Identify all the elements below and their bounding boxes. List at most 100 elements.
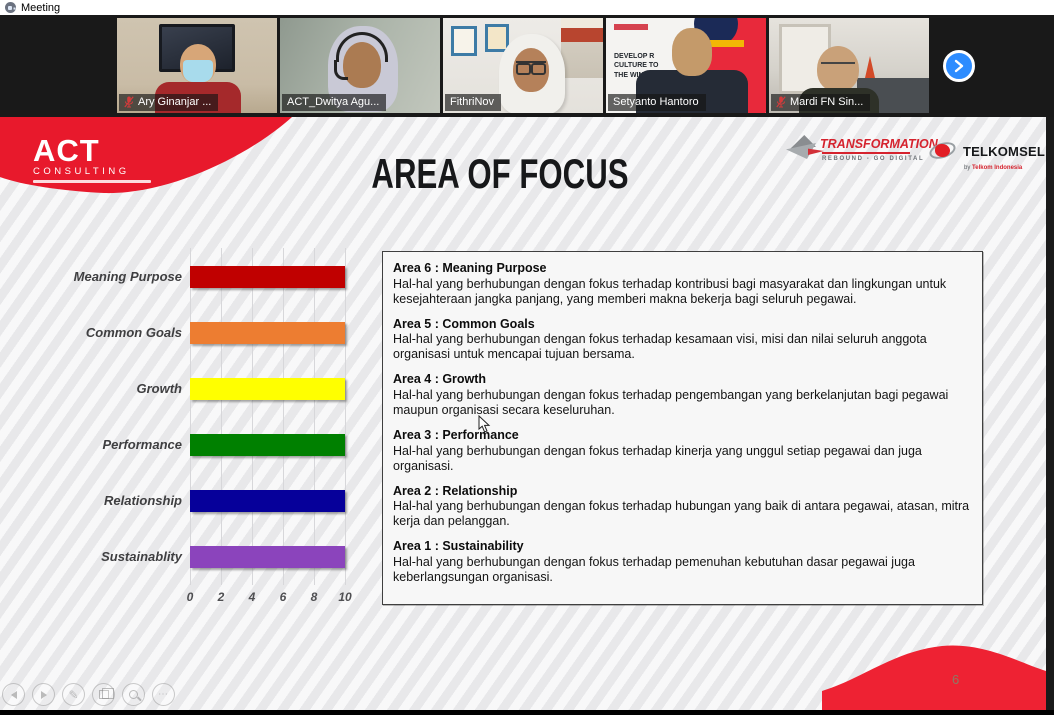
- area-description-block: Area 1 : Sustainability Hal-hal yang berh…: [393, 539, 970, 585]
- slideshow-controls: ✎ ⋯: [2, 683, 175, 706]
- x-tick-label: 6: [279, 590, 287, 604]
- area-body-text: Hal-hal yang berhubungan dengan fokus te…: [393, 276, 947, 306]
- area-body-text: Hal-hal yang berhubungan dengan fokus te…: [393, 499, 970, 529]
- participant-nameplate: Mardi FN Sin...: [771, 94, 871, 111]
- participant-name: ACT_Dwitya Agu...: [287, 96, 380, 108]
- area-descriptions-panel: Area 6 : Meaning Purpose Hal-hal yang ber…: [382, 251, 983, 605]
- slide-title: AREA OF FOCUS: [371, 151, 629, 198]
- transformation-logo: TRANSFORMATION REBOUND - GO DIGITAL: [786, 135, 938, 162]
- area-description-block: Area 2 : Relationship Hal-hal yang berhub…: [393, 484, 970, 530]
- area-body-text: Hal-hal yang berhubungan dengan fokus te…: [393, 387, 949, 417]
- bar-sustainablity: [190, 546, 345, 568]
- bar-relationship: [190, 490, 345, 512]
- muted-mic-icon: [124, 96, 134, 108]
- participant-video-tile[interactable]: FithriNov: [443, 18, 603, 113]
- zoom-slide-button[interactable]: [122, 683, 145, 706]
- gridline: [345, 248, 346, 585]
- red-wave-decoration: [822, 645, 1046, 710]
- meeting-app-icon: [5, 2, 16, 13]
- x-tick-label: 2: [217, 590, 225, 604]
- participant-nameplate: Ary Ginanjar ...: [119, 94, 219, 111]
- participant-name: Ary Ginanjar ...: [138, 96, 212, 108]
- participant-name: Mardi FN Sin...: [790, 96, 864, 108]
- participant-video-tile[interactable]: Mardi FN Sin...: [769, 18, 929, 113]
- act-logo-rule: [33, 180, 151, 184]
- participant-nameplate: ACT_Dwitya Agu...: [282, 94, 387, 111]
- x-tick-label: 8: [310, 590, 318, 604]
- area-body-text: Hal-hal yang berhubungan dengan fokus te…: [393, 554, 915, 584]
- gridline: [221, 248, 222, 585]
- next-slide-button[interactable]: [32, 683, 55, 706]
- video-strip: Mardi FN Sin... DEVELOP R CULTURE TO THE W…: [0, 15, 1054, 117]
- participant-nameplate: Setyanto Hantoro: [608, 94, 706, 111]
- chevron-right-icon: [954, 59, 964, 73]
- next-icon: [40, 690, 47, 699]
- area-body-text: Hal-hal yang berhubungan dengan fokus te…: [393, 332, 927, 362]
- gridline: [252, 248, 253, 585]
- participant-name: FithriNov: [450, 96, 495, 108]
- x-tick-label: 0: [186, 590, 194, 604]
- x-tick-label: 10: [338, 590, 352, 604]
- x-tick-label: 4: [248, 590, 256, 604]
- area-of-focus-bar-chart: 0 2 4 6 8 10 Meaning Purpose Common Goals Growth…: [0, 245, 375, 610]
- ellipsis-icon: ⋯: [158, 688, 169, 700]
- participant-nameplate: FithriNov: [445, 94, 502, 111]
- previous-icon: [10, 690, 17, 699]
- window-titlebar: Meeting: [0, 0, 1054, 15]
- gridline: [314, 248, 315, 585]
- telkomsel-logo-title: TELKOMSEL: [963, 143, 1045, 159]
- category-label: Common Goals: [85, 325, 182, 340]
- area-description-block: Area 3 : Performance Hal-hal yang berhubu…: [393, 428, 970, 474]
- mouse-cursor: [478, 415, 491, 433]
- pen-icon: ✎: [68, 687, 79, 702]
- participant-video-tile[interactable]: DEVELOP R CULTURE TO THE WINN Setyanto Han…: [606, 18, 766, 113]
- area-heading: Area 6 : Meaning Purpose: [393, 261, 547, 275]
- telkomsel-swoosh-icon: [927, 139, 958, 163]
- more-options-button[interactable]: ⋯: [152, 683, 175, 706]
- telkomsel-logo-subtitle: by Telkom Indonesia: [964, 165, 1023, 171]
- category-label: Meaning Purpose: [73, 269, 182, 284]
- bird-icon: [786, 135, 824, 169]
- participant-video-tile[interactable]: ACT_Dwitya Agu...: [280, 18, 440, 113]
- muted-mic-icon: [776, 96, 786, 108]
- category-label: Sustainablity: [101, 549, 182, 564]
- act-logo-text: ACT: [33, 133, 100, 168]
- gridline: [283, 248, 284, 585]
- area-body-text: Hal-hal yang berhubungan dengan fokus te…: [393, 443, 922, 473]
- bar-performance: [190, 434, 345, 456]
- next-videos-button[interactable]: [943, 50, 975, 82]
- telkomsel-logo: TELKOMSEL by Telkom Indonesia: [927, 139, 1045, 171]
- slide-page-number: 6: [952, 672, 960, 687]
- pen-tools-button[interactable]: ✎: [62, 683, 85, 706]
- gridline: [190, 248, 191, 585]
- area-description-block: Area 6 : Meaning Purpose Hal-hal yang ber…: [393, 261, 970, 307]
- transformation-logo-title: TRANSFORMATION: [820, 137, 938, 151]
- area-heading: Area 1 : Sustainability: [393, 539, 524, 554]
- bottom-edge-bar: [0, 710, 1054, 715]
- participant-name: Setyanto Hantoro: [613, 96, 699, 108]
- area-heading: Area 2 : Relationship: [393, 483, 518, 498]
- transformation-logo-subtitle: REBOUND - GO DIGITAL: [822, 156, 925, 162]
- chart-plot-area: [190, 248, 346, 585]
- all-slides-button[interactable]: [92, 683, 115, 706]
- participant-video-tile[interactable]: Ary Ginanjar ...: [117, 18, 277, 113]
- bar-meaning-purpose: [190, 266, 345, 288]
- category-label: Growth: [136, 381, 183, 396]
- category-label: Relationship: [103, 493, 182, 508]
- bar-growth: [190, 378, 345, 400]
- presentation-slide: ACT CONSULTING AREA OF FOCUS TRANSFORMAT…: [0, 117, 1054, 710]
- window-title: Meeting: [21, 1, 61, 14]
- right-edge-strip: [1046, 117, 1054, 710]
- category-label: Performance: [102, 437, 182, 452]
- slides-overview-icon: [98, 688, 114, 699]
- act-consulting-logo: ACT CONSULTING: [33, 133, 151, 184]
- previous-slide-button[interactable]: [2, 683, 25, 706]
- act-logo-subtext: CONSULTING: [33, 166, 130, 177]
- red-corner-banner: [0, 117, 292, 194]
- area-heading: Area 5 : Common Goals: [393, 316, 535, 331]
- area-heading: Area 4 : Growth: [393, 372, 487, 387]
- area-description-block: Area 4 : Growth Hal-hal yang berhubungan …: [393, 372, 970, 418]
- magnifier-icon: [129, 690, 138, 699]
- bar-common-goals: [190, 322, 345, 344]
